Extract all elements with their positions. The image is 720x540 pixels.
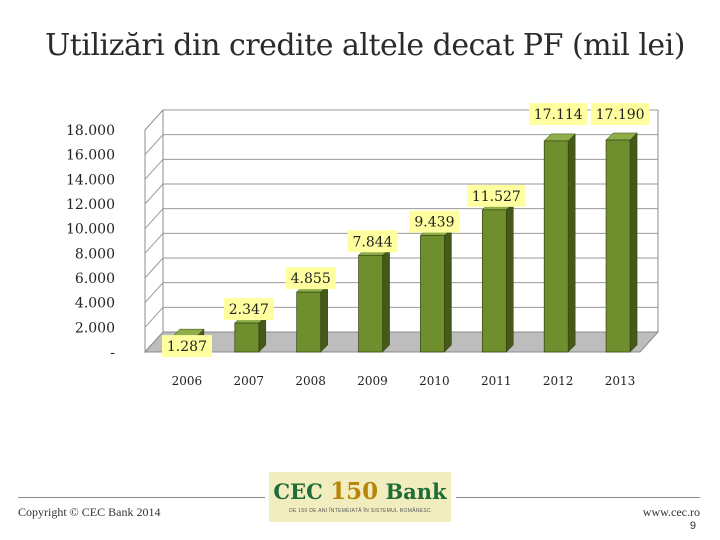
- page-number: 9: [689, 520, 696, 532]
- footer-divider-left: [18, 497, 265, 498]
- footer-divider-right: [456, 497, 700, 498]
- bar: [296, 291, 322, 353]
- x-tick-label: 2007: [234, 374, 265, 388]
- data-label: 11.527: [472, 189, 521, 205]
- bar: [543, 140, 569, 353]
- data-label: 9.439: [414, 215, 454, 231]
- data-label-bg: [528, 103, 588, 125]
- y-tick-label: 18.000: [66, 123, 115, 139]
- y-tick-label: -: [110, 345, 115, 361]
- bar-chart: - 2.000 4.000 6.000 8.000 10.000 12.000 14.000 1…: [66, 103, 660, 388]
- x-tick-label: 2010: [419, 374, 450, 388]
- x-tick-label: 2009: [357, 374, 388, 388]
- x-tick-label: 2012: [543, 374, 574, 388]
- y-tick-label: 12.000: [66, 197, 115, 213]
- bar: [481, 209, 507, 353]
- y-tick-label: 4.000: [75, 296, 115, 312]
- data-label-bg: [409, 210, 460, 233]
- x-tick-label: 2006: [172, 374, 203, 388]
- x-tick-label: 2013: [605, 374, 636, 388]
- copyright-text: Copyright © CEC Bank 2014: [18, 505, 161, 519]
- bar-side: [629, 132, 638, 353]
- gridline: [144, 183, 658, 205]
- bar-side: [567, 133, 576, 353]
- bar: [234, 322, 260, 353]
- bar-side: [444, 227, 452, 353]
- y-tick-label: 16.000: [66, 148, 115, 164]
- data-label: 4.855: [291, 271, 331, 287]
- bar: [358, 254, 383, 353]
- logo-wordmark: CEC 150 Bank: [273, 478, 447, 505]
- data-label: 1.287: [167, 339, 207, 355]
- x-tick-label: 2011: [481, 374, 512, 388]
- bar: [420, 235, 445, 353]
- y-tick-label: 6.000: [75, 271, 115, 287]
- bar-side: [382, 247, 390, 353]
- website-link[interactable]: www.cec.ro: [642, 505, 700, 519]
- data-label-bg: [285, 267, 336, 290]
- chart-title: Utilizări din credite altele decat PF (m…: [45, 28, 685, 63]
- chart-floor: [143, 331, 660, 353]
- logo-tagline: DE 150 DE ANI ÎNTEMEIATĂ ÎN SISTEMUL ROM…: [289, 508, 431, 514]
- data-label-bg: [223, 298, 274, 321]
- bar-side: [506, 202, 514, 353]
- y-tick-label: 8.000: [75, 246, 115, 262]
- gridline: [144, 134, 658, 156]
- x-tick-label: 2008: [295, 374, 326, 388]
- gridline: [144, 158, 658, 180]
- data-label-bg: [347, 230, 398, 253]
- data-label: 7.844: [353, 234, 393, 250]
- data-label-bg: [467, 184, 526, 207]
- gridline: [144, 109, 658, 131]
- side-wall: [144, 108, 164, 354]
- data-label-bg: [161, 335, 212, 358]
- bar: [605, 139, 631, 353]
- bar-side: [320, 284, 328, 353]
- y-tick-label: 14.000: [66, 172, 115, 188]
- data-label: 17.114: [534, 107, 583, 123]
- cec-bank-logo: CEC 150 Bank DE 150 DE ANI ÎNTEMEIATĂ ÎN…: [269, 472, 451, 522]
- data-label-bg: [590, 103, 650, 125]
- y-tick-label: 2.000: [75, 320, 115, 336]
- y-tick-label: 10.000: [66, 222, 115, 238]
- data-label: 2.347: [229, 302, 269, 318]
- data-label: 17.190: [596, 107, 645, 123]
